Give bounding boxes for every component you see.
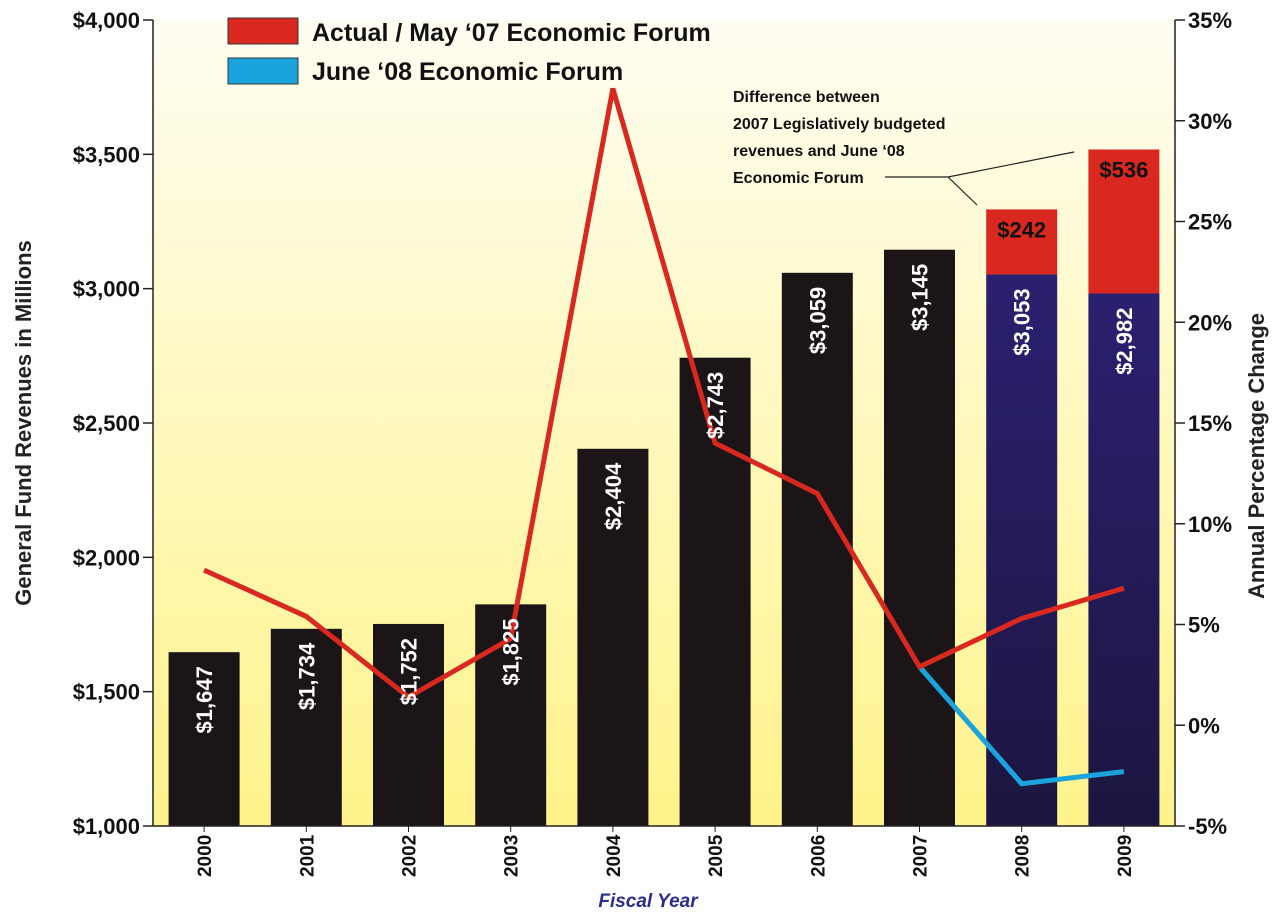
bar-2001 [270,628,342,826]
bar-2009 [1088,293,1160,826]
bar-2007 [884,249,955,826]
bar-value-label-2004: $2,404 [601,462,626,530]
y-tick-label: $2,000 [73,545,140,570]
y2-tick-label: 5% [1188,613,1220,638]
difference-label-2009: $536 [1099,157,1148,182]
x-tick-label: 2003 [502,835,523,877]
bar-value-label-2009: $2,982 [1112,308,1137,375]
x-tick-label: 2000 [195,835,216,877]
lines-layer [203,87,1125,787]
bar-value-label-2008: $3,053 [1010,288,1035,355]
bar-value-label-2006: $3,059 [805,287,830,354]
annotation-line-3: revenues and June ‘08 [733,143,905,160]
y2-tick-label: 15% [1188,411,1232,436]
legend-swatch-actual [227,17,299,45]
y-axis-title: General Fund Revenues in Millions [11,240,36,606]
y-tick-label: $1,000 [73,814,140,839]
x-tick-label: 2001 [297,834,318,877]
bar-2002 [373,623,444,826]
bar-2004 [577,448,649,826]
annotation-line-2: 2007 Legislatively budgeted [733,116,946,133]
difference-bar-2008 [986,209,1058,275]
bar-2008 [986,274,1058,826]
x-tick-label: 2007 [911,835,932,877]
annotation-line-1: Difference between [733,89,880,106]
y2-tick-label: 35% [1188,8,1232,33]
y-tick-label: $1,500 [73,680,140,705]
legend-swatch-june [227,57,299,85]
x-tick-label: 2002 [400,835,421,877]
bar-value-label-2005: $2,743 [703,372,728,439]
bar-value-label-2002: $1,752 [397,638,422,705]
bar-value-label-2000: $1,647 [192,666,217,733]
difference-bar-2009 [1088,149,1160,294]
y-tick-label: $3,500 [73,142,140,167]
difference-annotation: Difference between 2007 Legislatively bu… [733,89,1075,206]
y-tick-label: $2,500 [73,411,140,436]
y2-tick-label: 10% [1188,512,1232,537]
y2-tick-label: 25% [1188,210,1232,235]
x-tick-label: 2009 [1115,835,1136,877]
bar-value-label-2003: $1,825 [499,618,524,685]
y2-tick-label: 0% [1188,713,1220,738]
y2-tick-label: 20% [1188,310,1232,335]
x-tick-label: 2006 [808,835,829,877]
y2-tick-label: 30% [1188,109,1232,134]
y-tick-label: $4,000 [73,8,140,33]
bars-layer [168,149,1160,827]
x-axis-title: Fiscal Year [598,891,699,912]
bar-value-label-2007: $3,145 [908,264,933,331]
difference-label-2008: $242 [997,217,1046,242]
legend-label-actual: Actual / May ‘07 Economic Forum [312,19,711,47]
bar-2000 [168,652,240,826]
line-june-08-forum [917,665,1125,787]
y2-tick-label: -5% [1188,814,1227,839]
x-tick-label: 2008 [1013,835,1034,877]
x-tick-label: 2005 [706,834,727,877]
annotation-line-4: Economic Forum [733,170,864,187]
y-tick-label: $3,000 [73,277,140,302]
legend-label-june: June ‘08 Economic Forum [312,58,623,86]
line-actual-may-07-forum [203,87,1125,701]
bar-value-label-2001: $1,734 [294,642,319,710]
x-tick-label: 2004 [604,834,625,877]
bar-2006 [781,272,853,827]
legend: Actual / May ‘07 Economic Forum June ‘08… [227,17,711,86]
y2-axis-title: Annual Percentage Change [1244,313,1269,599]
annotation-leader-line-2 [947,151,1075,178]
axes-layer: $1,000 $1,500 $2,000 $2,500 $3,000 $3,500 $4,0… [73,8,1232,877]
labels-layer: $242 $536 $1,647 $1,734 $1,752 $1,825 $2,404 $2… [192,157,1148,733]
